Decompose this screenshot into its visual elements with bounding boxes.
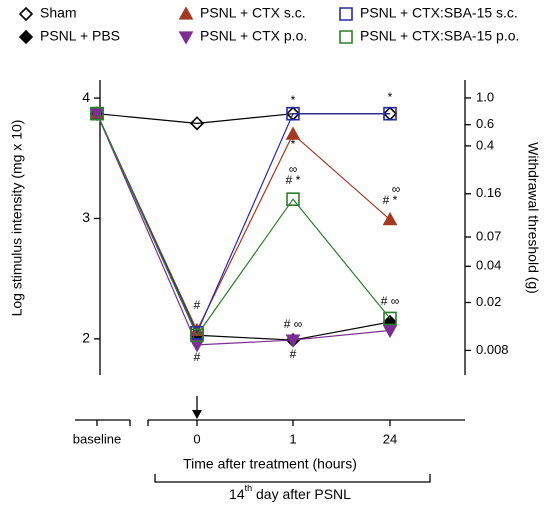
series-line <box>96 113 390 335</box>
legend-label: PSNL + CTX:SBA-15 p.o. <box>360 28 519 44</box>
legend-label: Sham <box>40 5 77 21</box>
legend-label: PSNL + CTX:SBA-15 s.c. <box>360 5 518 21</box>
y2-tick-label: 1.0 <box>476 89 494 104</box>
annotation: * <box>291 137 296 151</box>
y2-tick-label: 0.02 <box>476 294 501 309</box>
annotation: # ∞ <box>381 294 400 308</box>
bracket-num: 14 <box>229 486 245 502</box>
y2-tick-label: 0.4 <box>476 137 494 152</box>
point <box>90 106 104 121</box>
y2-tick-label: 0.16 <box>476 185 501 200</box>
bracket <box>154 474 431 483</box>
point <box>189 116 205 131</box>
annotation: ∞ <box>392 182 401 196</box>
series-line <box>96 113 391 337</box>
x-axis-label: Time after treatment (hours) <box>183 456 357 472</box>
legend-marker <box>178 31 194 45</box>
point <box>383 311 397 326</box>
point <box>382 212 398 226</box>
y-tick-label: 4 <box>82 89 90 105</box>
x-tick-label: 0 <box>193 431 200 446</box>
point <box>190 328 204 343</box>
arrow-head <box>192 410 202 419</box>
y-axis-label: Log stimulus intensity (mg x 10) <box>9 120 25 317</box>
y2-tick-label: 0.07 <box>476 228 501 243</box>
point <box>383 106 397 121</box>
y2-tick-label: 0.008 <box>476 342 509 357</box>
legend-label: PSNL + CTX p.o. <box>200 28 307 44</box>
annotation: # * <box>383 193 398 207</box>
y-tick-label: 2 <box>82 330 90 346</box>
annotation: ∞ <box>289 162 298 176</box>
annotation: # <box>194 350 201 364</box>
annotation: # <box>290 347 297 361</box>
legend-marker <box>339 7 353 21</box>
annotation: * <box>291 93 296 107</box>
series-line <box>96 113 391 346</box>
annotation: # ∞ <box>284 317 303 331</box>
legend-marker <box>18 29 34 45</box>
x-tick-label: baseline <box>73 431 121 446</box>
legend-label: PSNL + PBS <box>40 28 120 44</box>
point <box>189 339 205 353</box>
legend-marker <box>18 6 34 22</box>
y2-tick-label: 0.04 <box>476 258 501 273</box>
series-line <box>96 113 390 124</box>
bracket-text: day after PSNL <box>252 486 351 502</box>
annotation: * <box>388 90 393 104</box>
point <box>285 334 301 348</box>
bracket-sup: th <box>245 483 253 493</box>
point <box>285 126 301 140</box>
x-tick-label: 24 <box>383 431 397 446</box>
bracket-label: 14th day after PSNL <box>229 483 351 501</box>
point <box>382 324 398 339</box>
annotation: # <box>194 298 201 312</box>
y2-axis-label: Withdrawal threshold (g) <box>525 142 541 294</box>
legend-marker <box>178 6 194 20</box>
x-tick-label: 1 <box>289 431 296 446</box>
y2-tick-label: 0.6 <box>476 116 494 131</box>
annotation: # * <box>286 173 301 187</box>
legend-marker <box>339 30 353 44</box>
point <box>286 106 300 121</box>
series-line <box>96 113 391 332</box>
legend-label: PSNL + CTX s.c. <box>200 5 306 21</box>
y-tick-label: 3 <box>82 209 90 225</box>
point <box>286 192 300 207</box>
